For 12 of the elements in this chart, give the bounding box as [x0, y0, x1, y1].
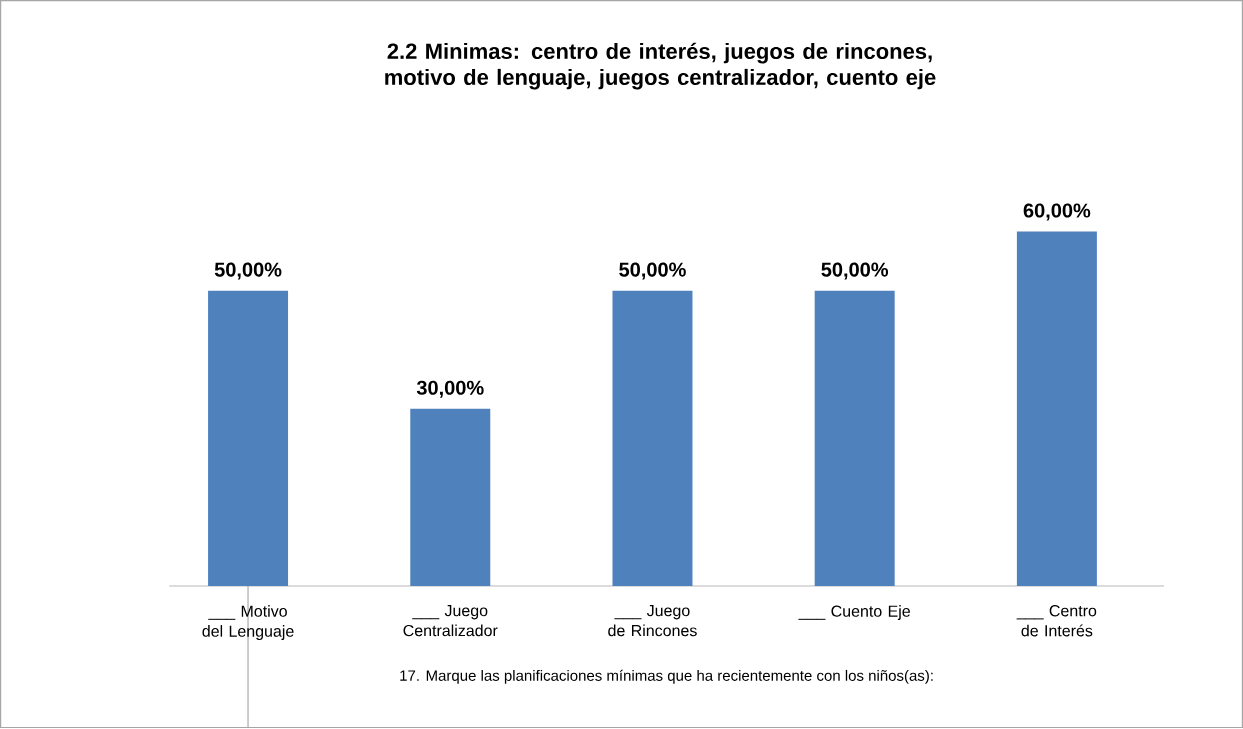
x-axis-title: 17. Marque las planificaciones mínimas que ha recientemente con los niños(as): — [400, 669, 933, 685]
data-label: 50,00% — [821, 262, 889, 280]
data-label: 50,00% — [619, 262, 686, 280]
x-tick-label: ___ Juego Centralizador — [403, 605, 498, 637]
data-label: 60,00% — [1023, 203, 1091, 221]
x-tick-label: ___ Motivo del Lenguaje — [202, 605, 294, 641]
chart-title: 2.2 Minimas: centro de interés, juegos de rincones, motivo de lenguaje, juegos centralizador, cuento eje — [385, 42, 936, 90]
data-label: 50,00% — [214, 262, 282, 280]
x-tick-label: ___ Juego de Rincones — [608, 605, 697, 637]
data-label: 30,00% — [416, 380, 484, 398]
x-tick-label: ___ Cuento Eje — [798, 605, 910, 621]
x-tick-label: ___ Centro de Interés — [1016, 605, 1097, 637]
